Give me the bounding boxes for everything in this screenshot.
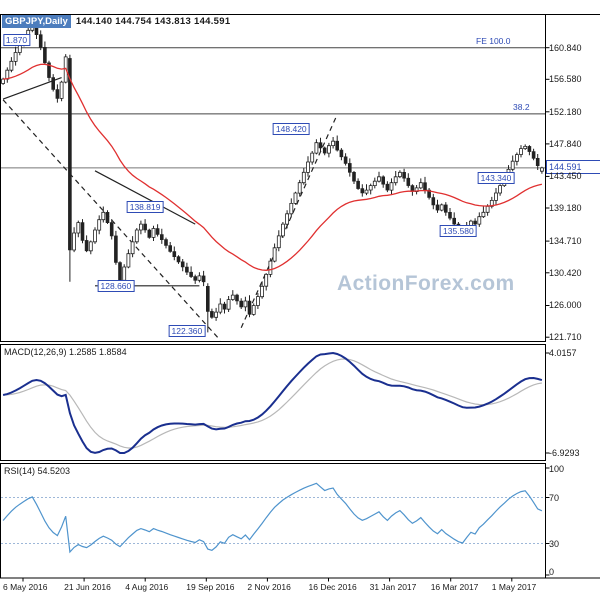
price-annotation[interactable]: 143.340 xyxy=(477,172,515,185)
price-axis-tick: 160.840 xyxy=(549,42,582,53)
price-axis-tick: 147.840 xyxy=(549,138,582,149)
time-axis-tick: 16 Mar 2017 xyxy=(430,582,479,592)
price-annotation[interactable]: 138.819 xyxy=(126,201,164,214)
time-axis-tick: 4 Aug 2016 xyxy=(125,582,169,592)
price-annotation[interactable]: 1.870 xyxy=(2,34,31,47)
price-axis-tick: 126.000 xyxy=(549,300,582,311)
rsi-axis-tick: 30 xyxy=(549,538,560,549)
symbol-timeframe-label: GBPJPY,Daily xyxy=(2,15,71,28)
watermark: ActionForex.com xyxy=(337,272,515,295)
chart-title: GBPJPY,Daily 144.140 144.754 143.813 144… xyxy=(2,15,230,28)
price-annotation[interactable]: 122.360 xyxy=(168,325,206,338)
price-axis-tick: 134.710 xyxy=(549,236,582,247)
ohlc-values: 144.140 144.754 143.813 144.591 xyxy=(75,16,231,27)
current-price-tag: 144.591 xyxy=(546,160,600,175)
price-axis-tick: 143.450 xyxy=(549,171,582,182)
time-axis-tick: 21 Jun 2016 xyxy=(64,582,111,592)
time-axis-tick: 2 Nov 2016 xyxy=(247,582,291,592)
price-annotation[interactable]: 135.580 xyxy=(440,224,477,237)
macd-axis-min: -6.9293 xyxy=(549,448,580,458)
price-axis-tick: 130.420 xyxy=(549,267,582,278)
time-axis-tick: 16 Dec 2016 xyxy=(308,582,357,592)
time-axis-tick: 19 Sep 2016 xyxy=(186,582,235,592)
fib-retracement-label[interactable]: 38.2 xyxy=(513,101,530,112)
price-annotation[interactable]: 128.660 xyxy=(97,279,135,292)
time-axis-tick: 1 May 2017 xyxy=(491,582,537,592)
macd-axis-max: 4.0157 xyxy=(549,348,577,358)
rsi-axis-tick: 100 xyxy=(549,464,565,474)
price-annotation[interactable]: 148.420 xyxy=(272,123,310,136)
rsi-indicator-label: RSI(14) 54.5203 xyxy=(4,466,71,476)
price-axis-tick: 139.180 xyxy=(549,202,582,213)
price-axis-tick: 152.180 xyxy=(549,106,582,117)
macd-indicator-label: MACD(12,26,9) 1.2585 1.8584 xyxy=(4,347,127,357)
price-axis-tick: 121.710 xyxy=(549,332,582,343)
time-axis-tick: 6 May 2016 xyxy=(3,582,48,592)
rsi-axis-tick: 70 xyxy=(549,492,560,503)
price-axis-tick: 156.580 xyxy=(549,74,582,85)
time-axis-tick: 31 Jan 2017 xyxy=(369,582,417,592)
fib-expansion-label[interactable]: FE 100.0 xyxy=(476,35,511,46)
rsi-axis-tick: 0 xyxy=(549,567,555,577)
